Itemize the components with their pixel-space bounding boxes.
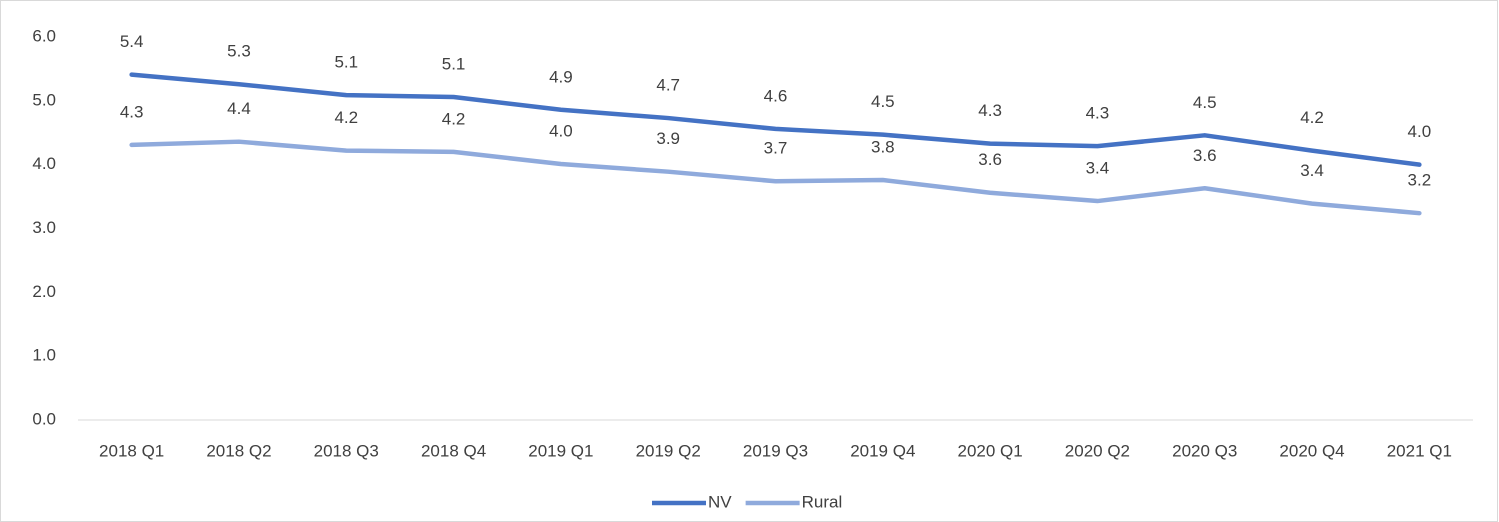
data-label: 4.3: [1086, 104, 1110, 123]
data-label: 4.5: [871, 92, 895, 111]
data-label: 3.4: [1086, 159, 1110, 178]
x-tick-label: 2018 Q2: [206, 441, 271, 460]
x-tick-label: 2018 Q1: [99, 441, 164, 460]
x-tick-label: 2018 Q4: [421, 441, 486, 460]
data-label: 5.4: [120, 32, 144, 51]
legend-label: Rural: [802, 492, 843, 511]
x-tick-label: 2020 Q1: [957, 441, 1022, 460]
data-label: 5.3: [227, 42, 251, 61]
y-tick-label: 0.0: [32, 409, 56, 428]
data-label: 4.2: [442, 109, 466, 128]
y-tick-label: 6.0: [32, 26, 56, 45]
data-label: 3.6: [1193, 146, 1217, 165]
data-label: 4.2: [334, 108, 358, 127]
y-tick-label: 5.0: [32, 90, 56, 109]
data-label: 4.9: [549, 67, 573, 86]
x-tick-label: 2018 Q3: [314, 441, 379, 460]
data-label: 3.8: [871, 137, 895, 156]
data-label: 4.0: [1408, 122, 1432, 141]
x-tick-label: 2021 Q1: [1387, 441, 1452, 460]
x-tick-label: 2019 Q3: [743, 441, 808, 460]
x-tick-label: 2020 Q2: [1065, 441, 1130, 460]
x-tick-label: 2019 Q1: [528, 441, 593, 460]
y-tick-label: 2.0: [32, 282, 56, 301]
data-label: 4.2: [1300, 108, 1324, 127]
y-tick-label: 1.0: [32, 346, 56, 365]
x-tick-label: 2019 Q2: [636, 441, 701, 460]
data-label: 4.3: [978, 101, 1002, 120]
x-tick-label: 2019 Q4: [850, 441, 915, 460]
data-label: 4.3: [120, 102, 144, 121]
data-label: 3.7: [764, 139, 788, 158]
data-label: 3.9: [656, 129, 680, 148]
legend-label: NV: [708, 492, 732, 511]
data-label: 4.6: [764, 86, 788, 105]
data-label: 4.4: [227, 99, 251, 118]
data-label: 3.2: [1408, 171, 1432, 190]
data-label: 4.0: [549, 122, 573, 141]
line: [129, 139, 1422, 216]
data-label: 3.6: [978, 150, 1002, 169]
x-tick-label: 2020 Q3: [1172, 441, 1237, 460]
data-label: 4.7: [656, 76, 680, 95]
data-label: 5.1: [442, 54, 466, 73]
y-tick-label: 4.0: [32, 154, 56, 173]
data-label: 3.4: [1300, 161, 1324, 180]
x-tick-label: 2020 Q4: [1279, 441, 1344, 460]
data-label: 4.5: [1193, 93, 1217, 112]
line: [129, 72, 1422, 167]
data-label: 5.1: [334, 53, 358, 72]
y-tick-label: 3.0: [32, 218, 56, 237]
